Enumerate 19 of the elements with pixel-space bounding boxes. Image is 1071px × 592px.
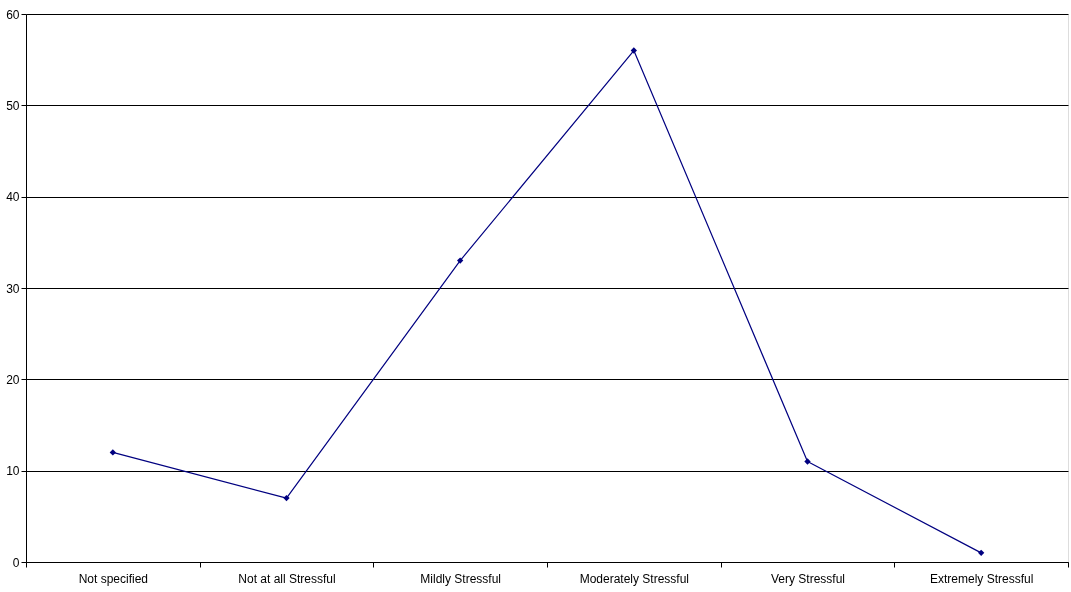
x-tick-label: Not specified [78,571,149,586]
x-tick-label: Not at all Stressful [238,571,336,586]
x-tick-label: Mildly Stressful [420,571,502,586]
point [978,549,985,557]
y-tick-label: 40 [6,190,20,205]
x-tick-label: Very Stressful [770,571,846,586]
y-tick-label: 0 [12,555,20,570]
point [630,47,637,54]
point [804,458,811,465]
point [109,449,116,456]
y-tick-label: 60 [6,7,20,22]
point [457,257,464,264]
y-tick-label: 30 [6,281,20,296]
y-tick-label: 20 [6,372,20,387]
y-tick-label: 50 [6,98,20,113]
x-tick-label: Moderately Stressful [579,571,690,586]
point [283,494,290,502]
y-tick-label: 10 [6,464,20,479]
x-tick-label: Extremely Stressful [929,571,1034,586]
